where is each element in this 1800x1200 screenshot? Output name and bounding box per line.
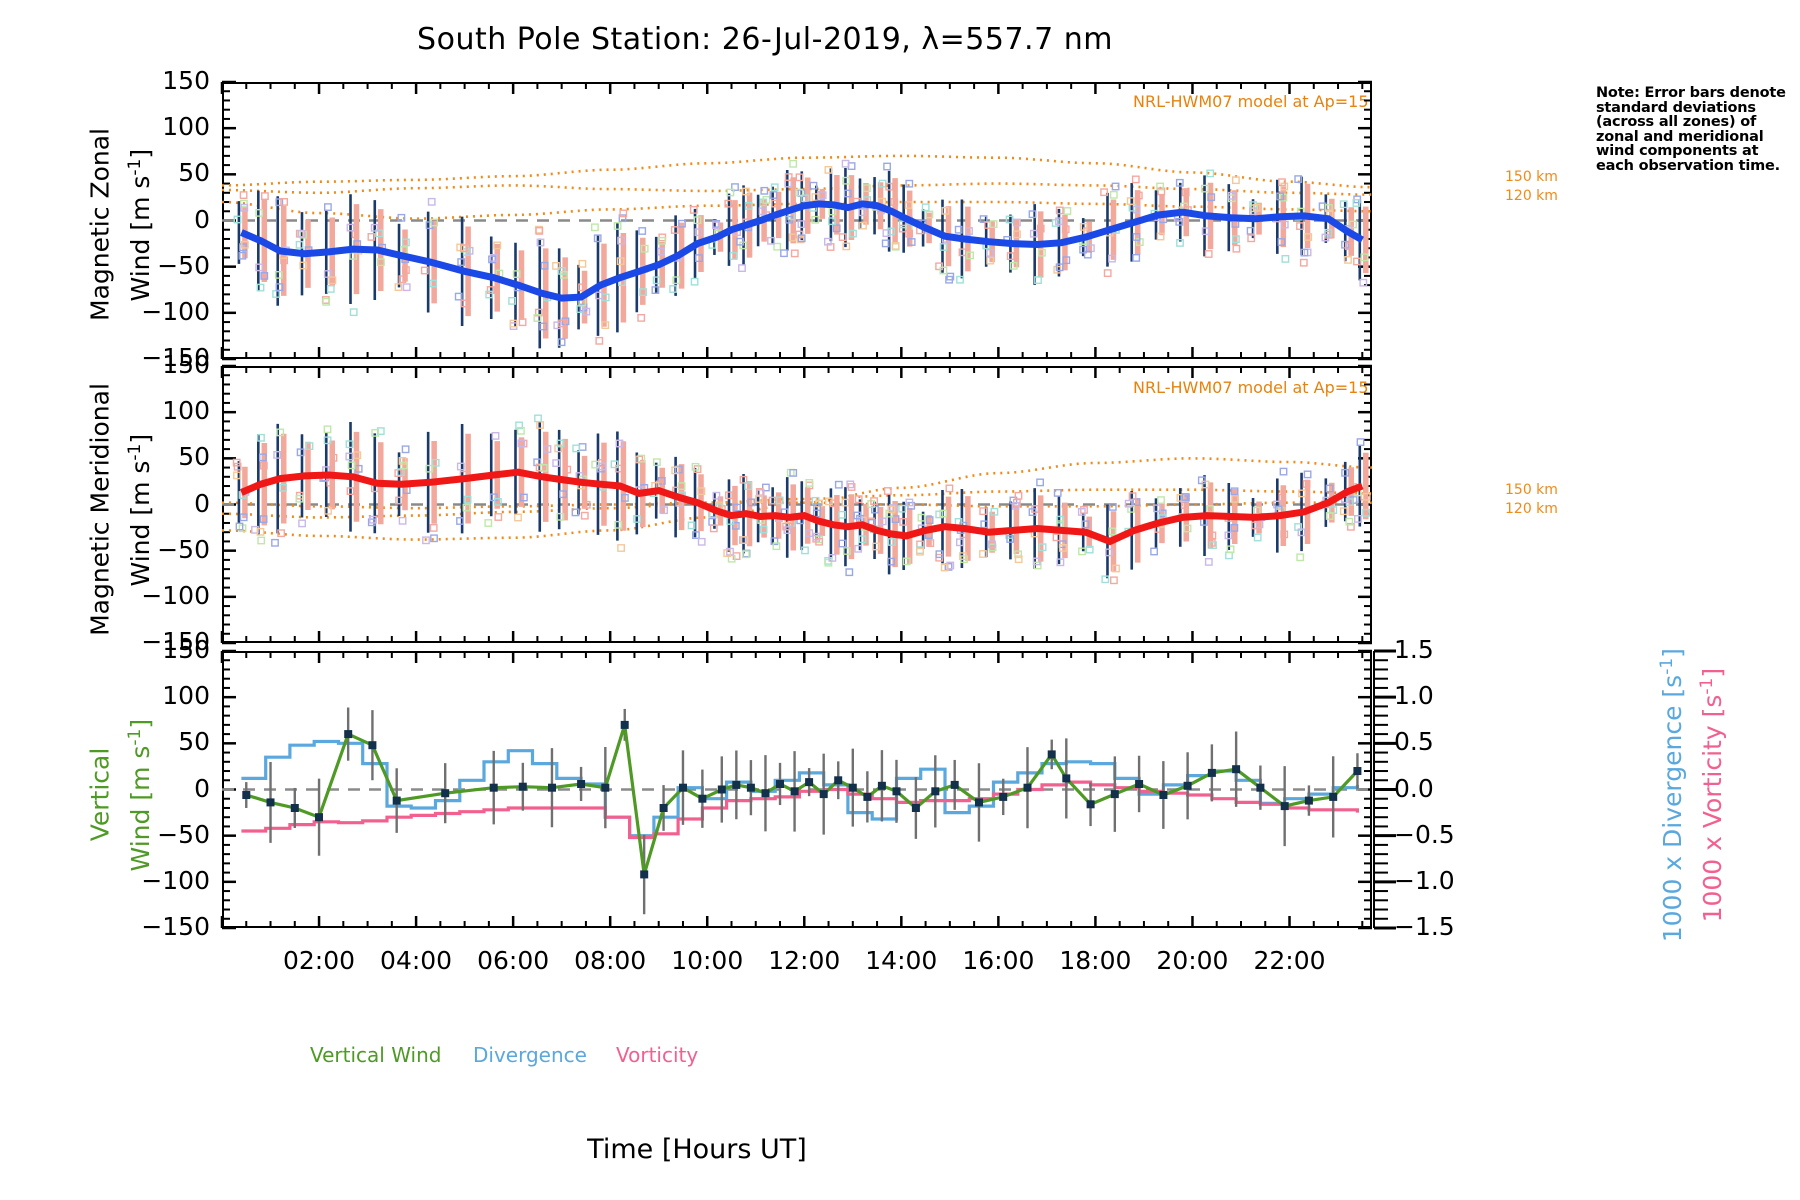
y-tick-label: −100 bbox=[141, 865, 210, 895]
x-tick-label: 20:00 bbox=[1156, 946, 1229, 975]
zonal-alt-label-120: 120 km bbox=[1505, 188, 1558, 204]
x-tick-label: 02:00 bbox=[283, 946, 356, 975]
y-tick-label: 50 bbox=[178, 442, 210, 472]
right-y-tick-label: 0.0 bbox=[1394, 773, 1434, 803]
right-y-tick-label: −0.5 bbox=[1394, 819, 1455, 849]
meridional-alt-label-120: 120 km bbox=[1505, 501, 1558, 517]
y-tick-label: −150 bbox=[141, 912, 210, 941]
right-y-tick-label: 0.5 bbox=[1394, 727, 1434, 757]
panel-vertical-wind bbox=[222, 651, 1372, 928]
right-y-tick-label: −1.5 bbox=[1394, 912, 1455, 941]
x-tick-label: 10:00 bbox=[671, 946, 744, 975]
panel-magnetic-meridional-wind bbox=[222, 366, 1372, 643]
x-tick-label: 18:00 bbox=[1059, 946, 1132, 975]
y-tick-label: 0 bbox=[194, 488, 210, 518]
divergence-right-label: 1000 x Divergence [s-1] bbox=[1656, 648, 1688, 943]
y-tick-label: 150 bbox=[162, 66, 210, 95]
zonal-alt-label-150: 150 km bbox=[1505, 169, 1558, 185]
y-tick-label: −150 bbox=[141, 343, 210, 372]
x-tick-label: 06:00 bbox=[477, 946, 550, 975]
right-y-tick-label: 1.5 bbox=[1394, 635, 1434, 664]
x-tick-label: 14:00 bbox=[865, 946, 938, 975]
y-tick-label: 100 bbox=[162, 112, 210, 142]
y-tick-label: −50 bbox=[157, 250, 210, 280]
y-tick-label: −150 bbox=[141, 627, 210, 656]
figure-title: South Pole Station: 26-Jul-2019, λ=557.7… bbox=[417, 22, 1113, 57]
y-tick-label: −50 bbox=[157, 534, 210, 564]
legend-vorticity: Vorticity bbox=[616, 1043, 699, 1067]
meridional-alt-label-150: 150 km bbox=[1505, 482, 1558, 498]
x-axis-label: Time [Hours UT] bbox=[587, 1134, 807, 1165]
legend-divergence: Divergence bbox=[473, 1043, 587, 1067]
y-tick-label: 150 bbox=[162, 635, 210, 664]
x-tick-label: 08:00 bbox=[574, 946, 647, 975]
legend-vertical-wind: Vertical Wind bbox=[310, 1043, 442, 1067]
x-tick-label: 04:00 bbox=[380, 946, 453, 975]
x-tick-label: 12:00 bbox=[768, 946, 841, 975]
right-y-tick-label: 1.0 bbox=[1394, 681, 1434, 711]
y-tick-label: −100 bbox=[141, 580, 210, 610]
y-tick-label: −50 bbox=[157, 819, 210, 849]
zonal-model-label: NRL-HWM07 model at Ap=15 bbox=[1133, 92, 1369, 111]
y-tick-label: 0 bbox=[194, 773, 210, 803]
meridional-model-label: NRL-HWM07 model at Ap=15 bbox=[1133, 378, 1369, 397]
vorticity-right-label: 1000 x Vorticity [s-1] bbox=[1696, 667, 1728, 923]
figure-note: Note: Error bars denote standard deviati… bbox=[1596, 85, 1786, 174]
y-tick-label: 50 bbox=[178, 727, 210, 757]
right-y-tick-label: −1.0 bbox=[1394, 865, 1455, 895]
y-tick-label: −100 bbox=[141, 296, 210, 326]
y-tick-label: 150 bbox=[162, 350, 210, 379]
y-tick-label: 100 bbox=[162, 681, 210, 711]
panel-magnetic-zonal-wind bbox=[222, 82, 1372, 359]
x-tick-label: 22:00 bbox=[1253, 946, 1326, 975]
y-tick-label: 100 bbox=[162, 396, 210, 426]
y-tick-label: 50 bbox=[178, 158, 210, 188]
x-tick-label: 16:00 bbox=[962, 946, 1035, 975]
y-tick-label: 0 bbox=[194, 204, 210, 234]
